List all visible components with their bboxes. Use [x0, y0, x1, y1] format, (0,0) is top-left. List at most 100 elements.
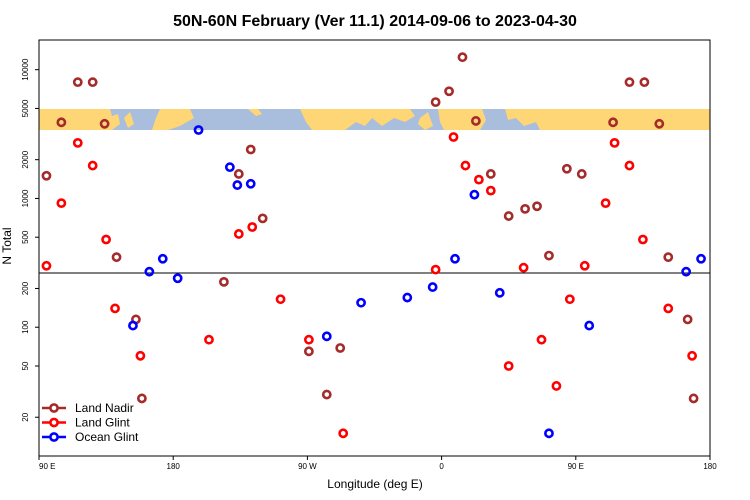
data-point — [544, 428, 554, 439]
data-point — [608, 117, 618, 128]
data-point — [128, 320, 138, 331]
land-europe-west — [418, 112, 433, 130]
land-kamchatka — [152, 109, 194, 130]
data-point — [172, 273, 183, 284]
data-point — [457, 52, 468, 63]
data-point — [224, 162, 235, 173]
data-point — [536, 334, 547, 345]
data-point — [624, 160, 635, 171]
plot-frame — [38, 39, 711, 457]
y-tick-label: 500 — [21, 230, 30, 244]
data-point — [444, 86, 454, 97]
data-point — [639, 77, 650, 88]
x-tick-label: 90 E — [39, 462, 55, 471]
data-point — [245, 144, 256, 155]
data-point — [41, 170, 52, 181]
y-tick-label: 5000 — [21, 99, 30, 117]
data-point — [485, 185, 496, 196]
data-point — [503, 361, 514, 371]
legend-marker — [49, 432, 59, 442]
data-point — [663, 252, 674, 263]
data-point — [233, 169, 244, 179]
x-tick-label: 90 E — [568, 462, 584, 471]
data-point — [321, 389, 332, 400]
series-ocean-glint — [128, 125, 706, 439]
data-point — [682, 314, 693, 325]
data-point — [470, 116, 481, 126]
data-point — [544, 250, 554, 261]
data-point — [503, 211, 514, 221]
x-tick-label: 90 W — [298, 462, 317, 471]
series-land-glint — [41, 132, 698, 439]
data-point — [303, 346, 314, 357]
data-point — [157, 253, 168, 264]
data-point — [624, 77, 635, 88]
data-point — [532, 201, 542, 212]
legend-marker — [49, 403, 59, 413]
data-point — [338, 428, 349, 439]
data-point — [551, 381, 562, 391]
data-point — [41, 260, 52, 271]
data-point — [696, 253, 706, 264]
data-point — [518, 262, 529, 273]
data-point — [663, 303, 674, 314]
data-point — [257, 213, 268, 224]
data-point — [247, 222, 258, 232]
data-point — [321, 331, 332, 342]
data-point — [564, 294, 575, 305]
land-asia-east — [124, 112, 134, 128]
y-tick-label: 50 — [21, 361, 30, 370]
data-point — [218, 276, 229, 287]
data-point — [450, 253, 460, 264]
legend-marker — [49, 417, 59, 428]
x-axis: 90 E 180 90 W 0 90 E 180 — [38, 456, 717, 471]
land-asia — [505, 109, 710, 130]
data-point — [520, 203, 531, 214]
data-point — [335, 343, 346, 353]
x-tick-label: 180 — [703, 462, 717, 471]
data-point — [688, 393, 699, 404]
y-tick-label: 2000 — [21, 150, 30, 168]
y-tick-label: 100 — [21, 320, 30, 334]
data-point — [72, 77, 83, 88]
data-point — [144, 266, 155, 277]
y-axis-label: N Total — [0, 227, 14, 264]
data-point — [87, 160, 98, 171]
data-point — [460, 160, 471, 171]
data-point — [638, 234, 648, 245]
data-point — [275, 294, 286, 305]
data-point — [402, 292, 413, 303]
legend-label: Land Nadir — [75, 401, 134, 415]
data-point — [579, 260, 590, 271]
data-point — [687, 350, 698, 361]
land-aleutian — [248, 109, 262, 116]
data-point — [600, 198, 611, 209]
y-tick-label: 1000 — [21, 189, 30, 207]
series-land-nadir — [41, 52, 699, 404]
data-points — [41, 52, 706, 439]
x-tick-label: 180 — [167, 462, 181, 471]
data-point — [576, 169, 587, 179]
data-point — [101, 234, 111, 245]
x-tick-label: 0 — [439, 462, 444, 471]
y-tick-label: 10000 — [21, 58, 30, 81]
data-point — [135, 350, 146, 361]
data-point — [473, 174, 484, 185]
legend-label: Ocean Glint — [75, 430, 139, 444]
data-point — [561, 163, 572, 174]
data-point — [245, 178, 256, 189]
data-point — [56, 198, 67, 209]
data-point — [87, 77, 98, 88]
map-land — [39, 109, 710, 130]
chart-title: 50N-60N February (Ver 11.1) 2014-09-06 t… — [173, 13, 577, 30]
y-axis: 20 50 100 200 500 1000 2000 5000 10000 — [21, 58, 39, 422]
data-point — [469, 189, 480, 200]
data-point — [448, 132, 459, 142]
data-point — [303, 334, 314, 345]
data-point — [609, 138, 620, 148]
data-point — [111, 252, 122, 263]
data-point — [430, 264, 441, 275]
data-point — [681, 266, 692, 277]
